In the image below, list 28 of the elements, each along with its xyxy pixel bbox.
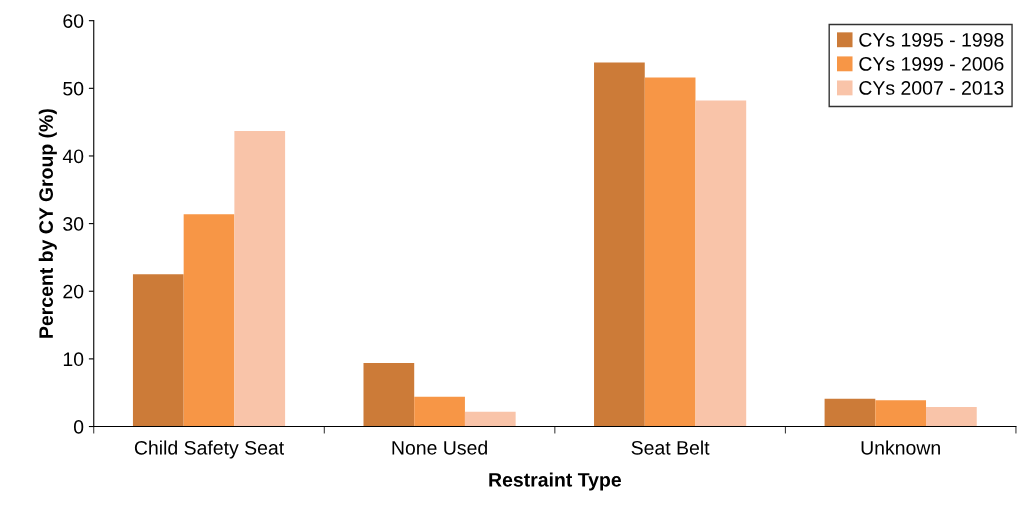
bar <box>363 362 415 427</box>
x-axis-title: Restraint Type <box>489 472 621 491</box>
x-tick-label: Seat Belt <box>631 440 710 455</box>
y-tick-label: 30 <box>63 217 84 231</box>
bar <box>414 396 465 427</box>
x-tick-label: Child Safety Seat <box>134 440 284 459</box>
y-tick-label: 60 <box>63 14 84 28</box>
bar <box>824 398 876 427</box>
bar <box>695 100 747 427</box>
bar <box>183 214 235 427</box>
bar <box>132 274 184 427</box>
x-tick-label: None Used <box>392 440 487 455</box>
legend-label: CYs 2007 - 2013 <box>859 81 1004 95</box>
legend-label: CYs 1999 - 2006 <box>859 57 1004 71</box>
bar <box>234 130 286 427</box>
y-tick-label: 0 <box>73 419 84 434</box>
bar <box>644 77 696 427</box>
y-tick-label: 50 <box>63 81 84 96</box>
y-tick-label: 10 <box>63 352 84 367</box>
y-axis-title: Percent by CY Group (%) <box>38 109 57 338</box>
bar <box>926 406 977 427</box>
x-tick-label: Unknown <box>861 440 940 455</box>
bar <box>875 400 927 427</box>
bar <box>594 62 645 427</box>
bar <box>464 411 516 427</box>
legend-label: CYs 1995 - 1998 <box>859 32 1004 47</box>
y-tick-label: 40 <box>62 149 84 164</box>
y-tick-label: 20 <box>63 284 84 299</box>
